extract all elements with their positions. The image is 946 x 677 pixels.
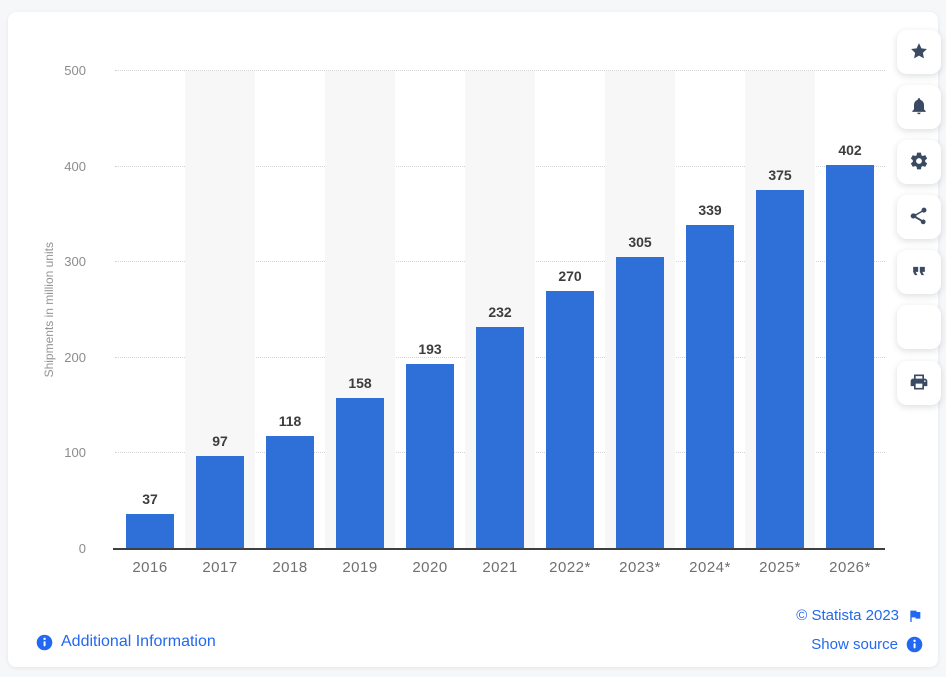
show-source-label: Show source	[811, 636, 898, 653]
bar-value-label: 232	[488, 304, 512, 320]
statista-copyright-link[interactable]: © Statista 2023	[796, 607, 923, 624]
x-axis-label-2022*: 2022*	[549, 559, 591, 576]
gear-icon	[909, 151, 929, 174]
y-tick-400: 400	[64, 158, 86, 174]
star-icon	[909, 41, 929, 64]
bar-2016[interactable]	[126, 514, 174, 549]
bar-value-label: 37	[142, 491, 158, 507]
bar-2025*[interactable]	[756, 190, 804, 549]
cite-button[interactable]	[897, 250, 941, 294]
bar-value-label: 118	[278, 413, 302, 429]
additional-information-link[interactable]: Additional Information	[36, 633, 216, 651]
bar-column-2025*: 375	[745, 71, 815, 549]
flag-icon	[907, 608, 923, 624]
bar-value-label: 402	[838, 142, 862, 158]
gridline-500	[115, 70, 885, 71]
y-tick-500: 500	[64, 63, 86, 78]
bar-2023*[interactable]	[616, 257, 664, 549]
bar-value-label: 270	[558, 268, 582, 284]
copyright-label: © Statista 2023	[796, 607, 899, 624]
bar-2018[interactable]	[266, 436, 314, 549]
x-axis-label-2025*: 2025*	[759, 559, 801, 576]
bar-column-2020: 193	[395, 71, 465, 549]
additional-information-label: Additional Information	[61, 633, 216, 650]
y-tick-200: 200	[64, 349, 86, 365]
bar-column-2026*: 402	[815, 71, 885, 549]
x-axis-label-2019: 2019	[342, 559, 378, 576]
bar-2026*[interactable]	[826, 165, 874, 549]
bar-value-label: 158	[348, 375, 372, 391]
printer-icon	[909, 372, 929, 395]
x-axis-label-2020: 2020	[412, 559, 448, 576]
favorite-button[interactable]	[897, 30, 941, 74]
print-button[interactable]	[897, 361, 941, 405]
bar-value-label: 375	[768, 167, 792, 183]
bar-2020[interactable]	[406, 364, 454, 549]
alert-button[interactable]	[897, 85, 941, 129]
y-tick-0: 0	[78, 541, 86, 556]
bar-column-2021: 232	[465, 71, 535, 549]
bar-column-2022*: 270	[535, 71, 605, 549]
x-axis-label-2023*: 2023*	[619, 559, 661, 576]
bell-icon	[909, 96, 929, 119]
x-axis-label-2026*: 2026*	[829, 559, 871, 576]
x-axis-label-2021: 2021	[482, 559, 518, 576]
bar-value-label: 97	[212, 433, 228, 449]
info-icon	[906, 636, 923, 653]
y-tick-100: 100	[64, 445, 86, 461]
bar-2017[interactable]	[196, 456, 244, 549]
bar-column-2017: 97	[185, 71, 255, 549]
blank-button[interactable]	[897, 305, 941, 349]
quote-icon	[909, 261, 929, 284]
info-icon	[36, 634, 53, 651]
bar-column-2023*: 305	[605, 71, 675, 549]
show-source-link[interactable]: Show source	[811, 636, 923, 653]
bar-column-2019: 158	[325, 71, 395, 549]
bar-value-label: 339	[698, 202, 722, 218]
settings-button[interactable]	[897, 140, 941, 184]
plot-area: 37 97 118 158 193 232 270 305 339 375 402	[115, 70, 885, 549]
share-icon	[909, 206, 929, 229]
x-axis-label-2016: 2016	[132, 559, 168, 576]
share-button[interactable]	[897, 195, 941, 239]
bar-column-2018: 118	[255, 71, 325, 549]
bar-2024*[interactable]	[686, 225, 734, 549]
y-axis-title: Shipments in million units	[42, 242, 56, 378]
chart-card: Shipments in million units 0 100 200 300 400…	[8, 12, 938, 667]
y-tick-300: 300	[64, 254, 86, 270]
x-axis-line	[113, 548, 885, 550]
bar-column-2016: 37	[115, 71, 185, 549]
x-axis-label-2024*: 2024*	[689, 559, 731, 576]
bar-2021[interactable]	[476, 327, 524, 549]
bar-column-2024*: 339	[675, 71, 745, 549]
x-axis-label-2018: 2018	[272, 559, 308, 576]
bar-2019[interactable]	[336, 398, 384, 549]
bar-2022*[interactable]	[546, 291, 594, 549]
bar-value-label: 305	[628, 234, 652, 250]
bar-value-label: 193	[418, 341, 442, 357]
x-axis-label-2017: 2017	[202, 559, 238, 576]
